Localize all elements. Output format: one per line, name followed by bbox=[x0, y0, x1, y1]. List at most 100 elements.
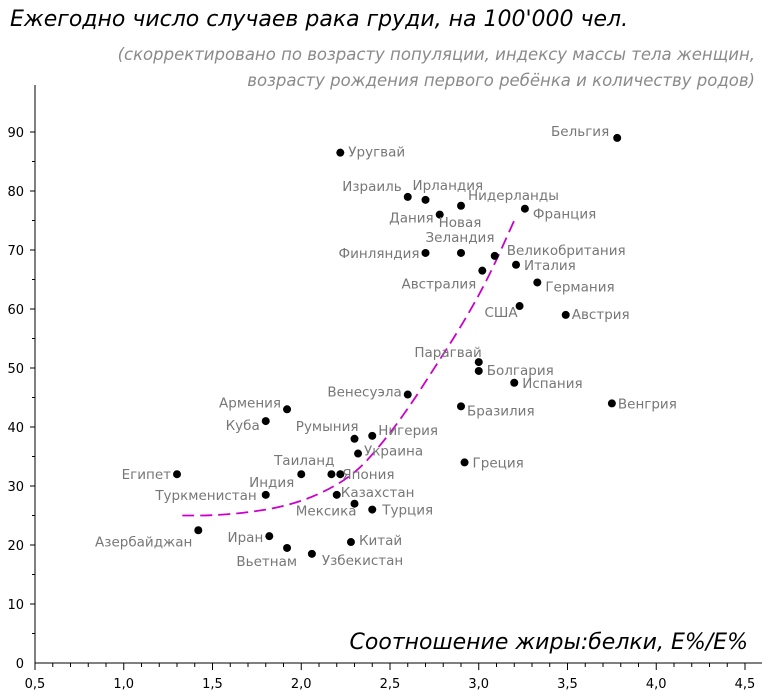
data-point bbox=[510, 378, 519, 387]
y-tick-label: 40 bbox=[7, 421, 24, 436]
data-point bbox=[421, 248, 430, 257]
data-point bbox=[336, 148, 345, 157]
point-label: Финляндия bbox=[338, 246, 419, 262]
point-label: Казахстан bbox=[341, 485, 415, 501]
point-label: Греция bbox=[473, 455, 524, 471]
y-tick-label: 60 bbox=[7, 303, 24, 318]
y-tick-label: 80 bbox=[7, 185, 24, 200]
point-label: Египет bbox=[122, 467, 172, 483]
point-label: Куба bbox=[226, 418, 260, 434]
data-point bbox=[336, 470, 345, 479]
point-label: Иран bbox=[228, 530, 264, 546]
data-point bbox=[261, 490, 270, 499]
point-label: Уругвай bbox=[348, 145, 405, 161]
data-point bbox=[265, 532, 274, 541]
point-label: Вьетнам bbox=[236, 554, 297, 570]
point-label: Австралия bbox=[401, 277, 476, 293]
point-label: Италия bbox=[524, 258, 576, 274]
data-point bbox=[283, 543, 292, 552]
x-tick-label: 4,0 bbox=[646, 677, 667, 692]
point-label: Великобритания bbox=[507, 243, 626, 259]
chart-title: Ежегодно число случаев рака груди, на 10… bbox=[10, 7, 628, 32]
point-label: Франция bbox=[533, 207, 596, 223]
x-tick-label: 2,0 bbox=[291, 677, 312, 692]
data-points bbox=[173, 133, 622, 558]
data-point bbox=[457, 201, 465, 210]
point-label: Китай bbox=[359, 533, 402, 549]
data-point bbox=[297, 470, 306, 479]
data-point bbox=[368, 505, 377, 514]
data-point bbox=[474, 358, 483, 367]
data-point bbox=[515, 302, 524, 311]
y-tick-label: 10 bbox=[7, 598, 24, 613]
x-tick-label: 1,5 bbox=[202, 677, 223, 692]
data-point bbox=[460, 458, 469, 467]
point-label: Таиланд bbox=[273, 453, 334, 469]
point-label: Нидерланды bbox=[468, 188, 559, 204]
x-axis-label: Соотношение жиры:белки, E%/E% bbox=[350, 630, 748, 655]
data-point bbox=[194, 526, 203, 535]
point-label: Япония bbox=[342, 467, 394, 483]
data-point bbox=[307, 549, 316, 558]
data-point bbox=[368, 431, 377, 440]
x-tick-label: 2,5 bbox=[380, 677, 401, 692]
ticks bbox=[30, 131, 746, 670]
x-tick-label: 3,0 bbox=[468, 677, 489, 692]
point-label: Израиль bbox=[342, 179, 402, 195]
data-point bbox=[607, 399, 616, 408]
data-point bbox=[561, 310, 570, 319]
point-label: Болгария bbox=[487, 363, 554, 379]
point-label: Турция bbox=[381, 503, 433, 519]
point-label: Новая bbox=[439, 215, 482, 231]
y-tick-label: 20 bbox=[7, 539, 24, 554]
point-label: Австрия bbox=[572, 307, 630, 323]
data-point bbox=[332, 490, 341, 499]
point-label: Армения bbox=[219, 395, 281, 411]
point-label: Туркменистан bbox=[154, 488, 256, 504]
y-tick-label: 90 bbox=[7, 126, 24, 141]
point-label: Мексика bbox=[296, 504, 357, 520]
data-point bbox=[327, 470, 336, 479]
x-tick-label: 4,5 bbox=[735, 677, 756, 692]
x-tick-label: 0,5 bbox=[25, 677, 46, 692]
data-point bbox=[283, 405, 292, 414]
data-point bbox=[490, 251, 499, 260]
point-label: Венгрия bbox=[618, 396, 677, 412]
data-point bbox=[350, 434, 359, 443]
y-tick-label: 0 bbox=[16, 657, 24, 672]
point-label: Венесуэла bbox=[327, 385, 401, 401]
point-label: Зеландия bbox=[426, 230, 495, 246]
data-point bbox=[520, 204, 529, 213]
data-point bbox=[533, 278, 542, 287]
data-point bbox=[346, 538, 355, 547]
point-label: Ирландия bbox=[413, 178, 484, 194]
point-label: Германия bbox=[545, 279, 614, 295]
data-point bbox=[435, 210, 444, 219]
tick-labels: 0 10 20 30 40 50 60 70 80 90 0,5 1,0 1,5 2,0 2,5 3,0 3,5… bbox=[7, 126, 755, 692]
data-point bbox=[474, 366, 483, 375]
point-label: Украина bbox=[364, 444, 423, 460]
point-label: Бельгия bbox=[551, 124, 609, 140]
point-label: Румыния bbox=[296, 419, 359, 435]
y-tick-label: 50 bbox=[7, 362, 24, 377]
data-point bbox=[350, 499, 359, 508]
point-label: Нигерия bbox=[378, 423, 438, 439]
chart-subtitle-line-1: (скорректировано по возрасту популяции, … bbox=[118, 45, 755, 64]
point-label: Дания bbox=[389, 211, 434, 227]
point-label: Азербайджан bbox=[95, 534, 192, 550]
y-tick-label: 30 bbox=[7, 480, 24, 495]
data-point bbox=[173, 470, 181, 479]
data-point bbox=[613, 133, 622, 142]
data-point bbox=[512, 260, 521, 269]
point-label: Индия bbox=[249, 475, 294, 491]
trend-line bbox=[182, 220, 516, 517]
point-label: Испания bbox=[522, 376, 582, 392]
axes bbox=[34, 85, 762, 664]
point-label: Узбекистан bbox=[322, 553, 403, 569]
data-point bbox=[457, 402, 465, 411]
point-label: Бразилия bbox=[467, 403, 535, 419]
x-tick-label: 3,5 bbox=[557, 677, 578, 692]
point-label: Парагвай bbox=[414, 345, 481, 361]
x-tick-label: 1,0 bbox=[113, 677, 134, 692]
